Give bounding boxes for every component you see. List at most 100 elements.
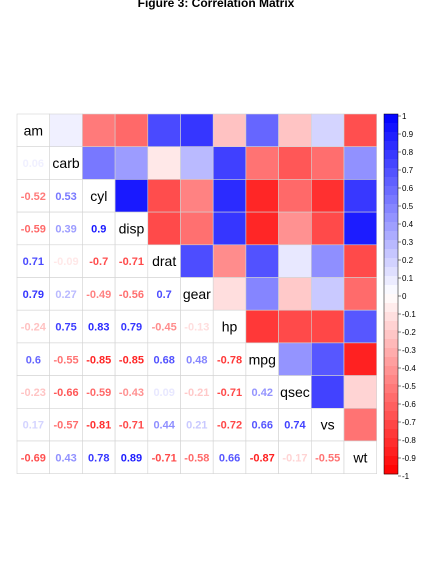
variable-label-gear: gear xyxy=(183,286,211,302)
colorbar-segment xyxy=(384,168,398,178)
value-label-qsec-am: -0.23 xyxy=(21,387,46,399)
colorbar-tick-label: -0.4 xyxy=(402,364,416,373)
cell-bg-vs-qsec xyxy=(278,407,312,442)
cell-drat-qsec xyxy=(278,244,312,278)
colorbar-segment xyxy=(384,231,398,241)
cell-bg-gear-cyl xyxy=(82,277,116,311)
colorbar-segment xyxy=(384,447,398,457)
colorbar-segment xyxy=(384,123,398,133)
cell-drat-mpg xyxy=(245,244,279,278)
cell-vs-wt xyxy=(343,407,378,442)
colorbar-segment xyxy=(384,249,398,259)
cell-bg-gear-drat xyxy=(147,277,181,311)
value-label-wt-am: -0.69 xyxy=(21,452,46,464)
cell-bg-hp-am xyxy=(16,309,51,344)
cell-disp-drat xyxy=(147,211,181,246)
cell-am-drat xyxy=(147,113,181,148)
cell-cyl-gear xyxy=(180,179,214,213)
cell-bg-mpg-am xyxy=(16,342,51,376)
cell-cyl-mpg xyxy=(245,179,279,213)
cell-bg-carb-carb xyxy=(49,146,83,180)
value-label-drat-disp: -0.71 xyxy=(119,256,144,268)
cell-bg-disp-carb xyxy=(49,211,83,246)
value-label-wt-gear: -0.58 xyxy=(184,452,209,464)
colorbar-tick-label: 0.4 xyxy=(402,220,414,229)
cell-carb-vs xyxy=(310,146,345,180)
colorbar-segment xyxy=(384,384,398,394)
colorbar-segment xyxy=(384,285,398,295)
cell-mpg-vs xyxy=(310,342,345,376)
cell-hp-wt xyxy=(343,309,378,344)
value-label-vs-am: 0.17 xyxy=(23,420,44,432)
value-label-disp-am: -0.59 xyxy=(21,223,46,235)
colorbar-segment xyxy=(384,159,398,169)
colorbar-segment xyxy=(384,312,398,322)
cell-bg-hp-hp xyxy=(212,309,247,344)
cell-bg-wt-gear xyxy=(180,440,214,475)
value-label-mpg-hp: -0.78 xyxy=(217,354,242,366)
value-label-vs-carb: -0.57 xyxy=(54,420,79,432)
cell-gear-hp xyxy=(212,277,247,311)
value-label-hp-cyl: 0.83 xyxy=(88,322,109,334)
colorbar-segment xyxy=(384,411,398,421)
cell-bg-qsec-gear xyxy=(180,375,214,409)
cell-hp-vs xyxy=(310,309,345,344)
value-label-disp-cyl: 0.9 xyxy=(91,223,106,235)
cell-hp-qsec xyxy=(278,309,312,344)
colorbar-tick-label: -1 xyxy=(402,472,410,481)
colorbar-tick-label: 1 xyxy=(402,112,407,121)
cell-bg-hp-disp xyxy=(114,309,149,344)
cell-bg-mpg-cyl xyxy=(82,342,116,376)
cell-drat-hp xyxy=(212,244,247,278)
variable-label-cyl: cyl xyxy=(90,188,107,204)
value-label-mpg-gear: 0.48 xyxy=(186,354,207,366)
cell-bg-qsec-cyl xyxy=(82,375,116,409)
cell-bg-gear-disp xyxy=(114,277,149,311)
cell-drat-vs xyxy=(310,244,345,278)
value-label-disp-carb: 0.39 xyxy=(55,223,76,235)
matrix-cells: am 0.06 carb -0.52 0.53 cyl -0.59 0.39 0.9 disp 0.… xyxy=(16,113,378,475)
colorbar-tick-label: 0.6 xyxy=(402,184,414,193)
cell-carb-gear xyxy=(180,146,214,180)
value-label-vs-drat: 0.44 xyxy=(153,420,175,432)
colorbar-tick-label: 0 xyxy=(402,292,407,301)
value-label-wt-hp: 0.66 xyxy=(219,452,240,464)
colorbar-segment xyxy=(384,222,398,232)
cell-am-wt xyxy=(343,113,378,148)
cell-bg-qsec-hp xyxy=(212,375,247,409)
value-label-hp-disp: 0.79 xyxy=(121,322,142,334)
value-label-vs-disp: -0.71 xyxy=(119,420,144,432)
cell-bg-wt-hp xyxy=(212,440,247,475)
value-label-vs-hp: -0.72 xyxy=(217,420,242,432)
cell-bg-vs-cyl xyxy=(82,407,116,442)
colorbar-tick-label: 0.1 xyxy=(402,274,414,283)
cell-bg-qsec-qsec xyxy=(278,375,312,409)
value-label-wt-drat: -0.71 xyxy=(152,452,177,464)
colorbar-segment xyxy=(384,195,398,205)
value-label-gear-carb: 0.27 xyxy=(55,289,76,301)
colorbar-frame xyxy=(383,113,399,475)
cell-bg-vs-drat xyxy=(147,407,181,442)
colorbar-segment xyxy=(384,375,398,385)
value-label-gear-am: 0.79 xyxy=(23,289,44,301)
colorbar-segment xyxy=(384,132,398,142)
cell-drat-wt xyxy=(343,244,378,278)
cell-am-disp xyxy=(114,113,149,148)
cell-disp-mpg xyxy=(245,211,279,246)
variable-label-am: am xyxy=(24,122,43,138)
cell-bg-carb-am xyxy=(16,146,51,180)
value-label-hp-drat: -0.45 xyxy=(152,322,177,334)
value-label-cyl-carb: 0.53 xyxy=(55,191,76,203)
variable-label-carb: carb xyxy=(52,155,79,171)
colorbar-tick-label: -0.5 xyxy=(402,382,416,391)
cell-disp-hp xyxy=(212,211,247,246)
variable-label-disp: disp xyxy=(119,220,145,236)
cell-bg-drat-carb xyxy=(49,244,83,278)
colorbar-tick-label: -0.8 xyxy=(402,436,416,445)
cell-gear-wt xyxy=(343,277,378,311)
colorbar-tick-label: -0.9 xyxy=(402,454,416,463)
colorbar-segment xyxy=(384,303,398,313)
cell-bg-gear-am xyxy=(16,277,51,311)
cell-bg-disp-disp xyxy=(114,211,149,246)
